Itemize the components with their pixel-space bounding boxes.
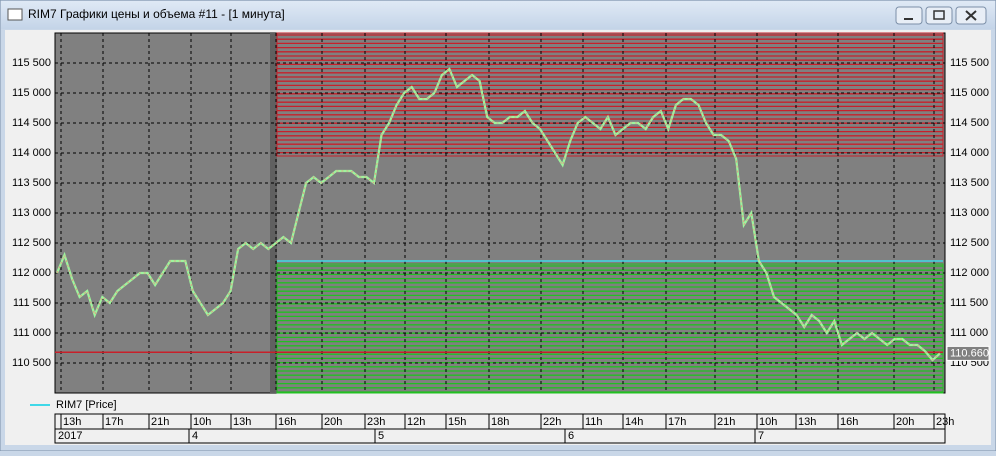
time-label: 14h bbox=[625, 416, 643, 428]
title-bar bbox=[1, 1, 995, 29]
y-tick-label-right: 115 500 bbox=[950, 57, 989, 69]
restore-button[interactable] bbox=[925, 6, 953, 25]
time-label: 13h bbox=[233, 416, 251, 428]
time-label: 16h bbox=[840, 416, 858, 428]
date-label: 7 bbox=[758, 430, 764, 442]
y-tick-label-left: 114 000 bbox=[12, 147, 51, 159]
date-label: 6 bbox=[568, 430, 574, 442]
window-title: RIM7 Графики цены и объема #11 - [1 мину… bbox=[28, 7, 285, 21]
date-label: 5 bbox=[378, 430, 384, 442]
time-label: 17h bbox=[105, 416, 123, 428]
y-tick-label-left: 111 500 bbox=[13, 297, 51, 309]
y-tick-label-right: 113 000 bbox=[950, 207, 989, 219]
time-label: 11h bbox=[585, 416, 603, 428]
time-label: 16h bbox=[278, 416, 296, 428]
time-label: 20h bbox=[324, 416, 342, 428]
y-tick-label-left: 110 500 bbox=[12, 357, 51, 369]
time-label: 23h bbox=[936, 416, 954, 428]
time-label: 10h bbox=[759, 416, 777, 428]
y-tick-label-right: 112 000 bbox=[950, 267, 989, 279]
time-label: 15h bbox=[448, 416, 466, 428]
time-label: 23h bbox=[367, 416, 385, 428]
y-tick-label-left: 114 500 bbox=[12, 117, 51, 129]
date-label: 4 bbox=[192, 430, 198, 442]
time-label: 18h bbox=[491, 416, 509, 428]
y-tick-label-left: 115 000 bbox=[12, 87, 51, 99]
y-tick-label-right: 111 000 bbox=[950, 327, 988, 339]
time-label: 12h bbox=[407, 416, 425, 428]
y-tick-label-left: 112 500 bbox=[12, 237, 51, 249]
time-label: 10h bbox=[193, 416, 211, 428]
minimize-button[interactable] bbox=[895, 6, 923, 25]
y-tick-label-right: 114 000 bbox=[950, 147, 989, 159]
time-label: 21h bbox=[717, 416, 735, 428]
y-tick-label-right: 111 500 bbox=[950, 297, 988, 309]
last-price-label: 110.660 bbox=[950, 347, 989, 359]
y-tick-label-right: 114 500 bbox=[950, 117, 989, 129]
y-tick-label-left: 111 000 bbox=[13, 327, 51, 339]
last-price-box bbox=[946, 345, 990, 361]
price-line-shadow bbox=[56, 68, 941, 361]
y-tick-label-right: 113 500 bbox=[950, 177, 989, 189]
y-tick-label-left: 112 000 bbox=[12, 267, 51, 279]
y-tick-label-left: 113 500 bbox=[12, 177, 51, 189]
window-buttons bbox=[895, 6, 987, 25]
y-tick-label-left: 115 500 bbox=[12, 57, 51, 69]
y-tick-label-right: 112 500 bbox=[950, 237, 989, 249]
app-icon bbox=[7, 8, 23, 21]
time-label: 21h bbox=[151, 416, 169, 428]
y-tick-label-left: 113 000 bbox=[12, 207, 51, 219]
time-label: 13h bbox=[798, 416, 816, 428]
plot bbox=[55, 32, 945, 394]
time-label: 17h bbox=[668, 416, 686, 428]
y-tick-label-right: 115 000 bbox=[950, 87, 989, 99]
time-label: 20h bbox=[896, 416, 914, 428]
time-label: 22h bbox=[543, 416, 561, 428]
legend-label: RIM7 [Price] bbox=[56, 399, 117, 411]
time-label: 13h bbox=[63, 416, 81, 428]
date-label: 2017 bbox=[58, 430, 82, 442]
